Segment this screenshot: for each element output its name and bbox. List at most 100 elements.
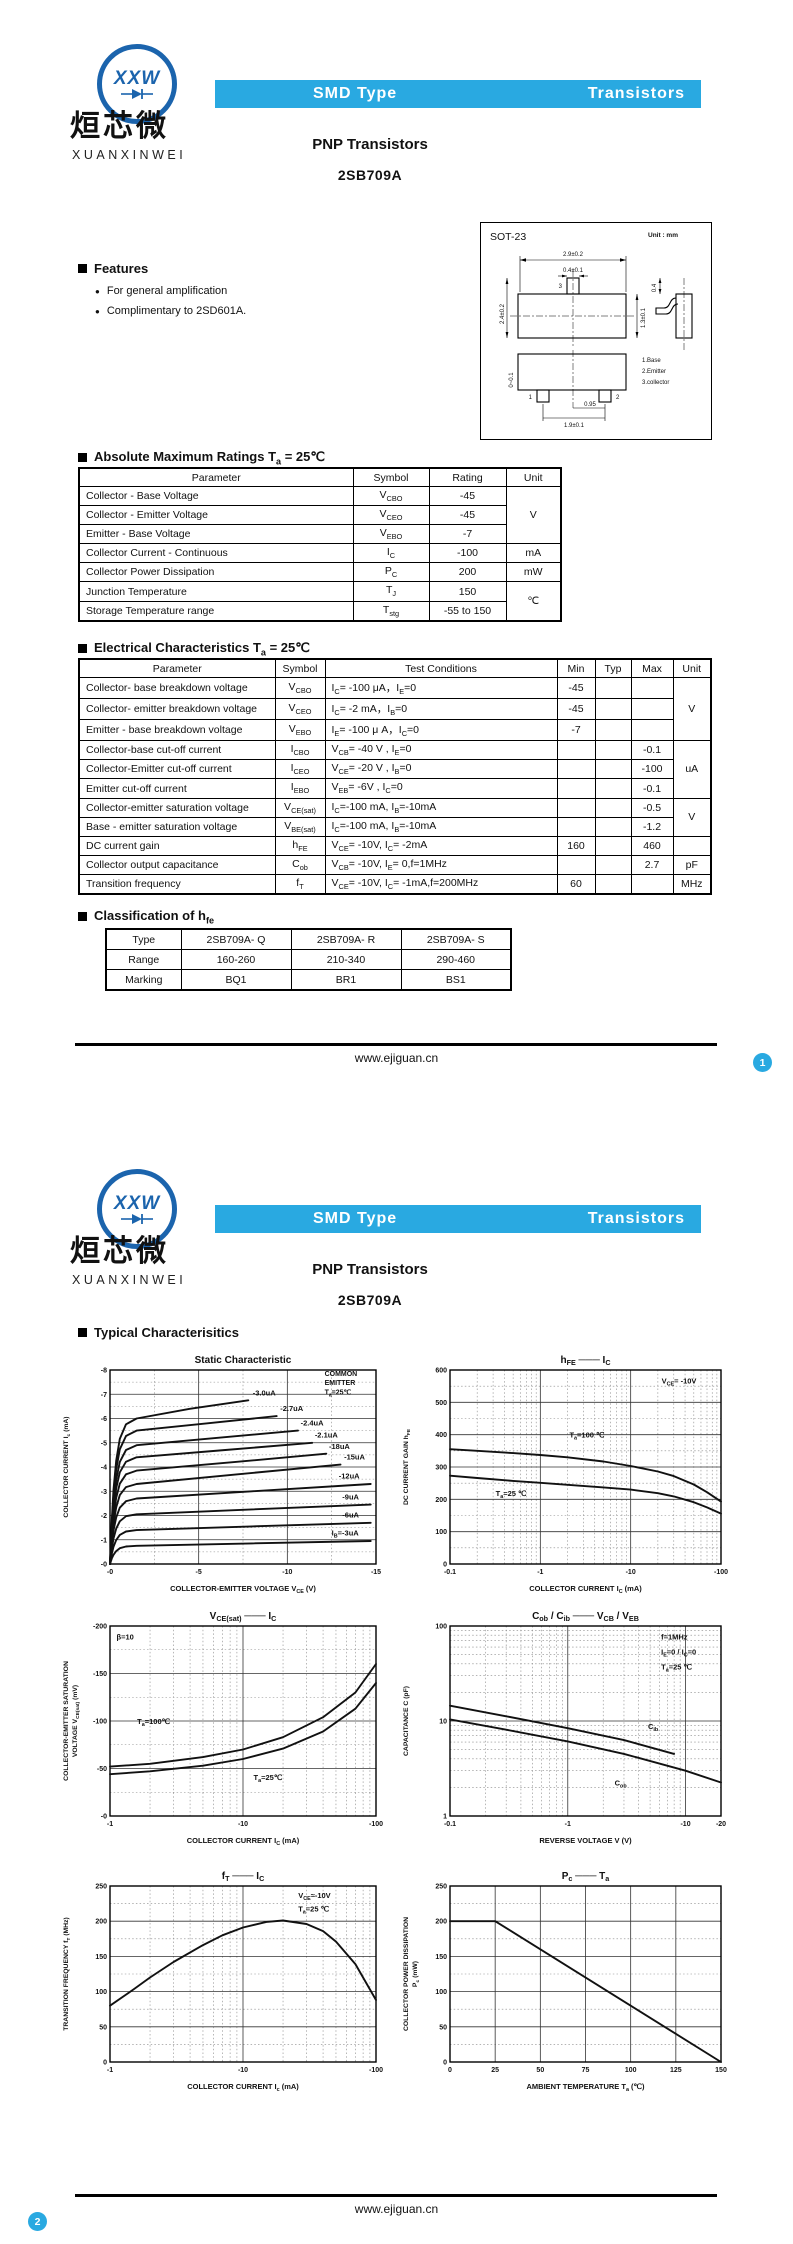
- table-cell: Symbol: [352, 467, 430, 487]
- table-cell: VCE= -10V, IC= -2mA: [324, 835, 558, 856]
- table-cell: Collector-base cut-off current: [78, 740, 276, 761]
- table-cell: VBE(sat): [274, 816, 326, 837]
- svg-text:COMMON: COMMON: [325, 1371, 358, 1378]
- dim-top-width: 2.9±0.2: [563, 252, 584, 258]
- table-cell: DC current gain: [78, 835, 276, 856]
- table-row: Collector-Emitter cut-off current ICEO VCE…: [78, 759, 711, 780]
- table-cell: -7: [556, 719, 596, 742]
- table-cell: Max: [630, 658, 674, 678]
- svg-text:Pc (mW): Pc (mW): [412, 1961, 421, 1987]
- svg-text:-0: -0: [101, 1562, 107, 1569]
- brand-name-english: XUANXINWEI: [72, 148, 187, 162]
- svg-text:-5: -5: [101, 1440, 107, 1447]
- table-cell: IC: [352, 543, 430, 564]
- table-cell: 290-460: [400, 949, 512, 970]
- table-cell: 2SB709A- Q: [180, 928, 292, 950]
- data-table: Type 2SB709A- Q 2SB709A- R 2SB709A- S Range 1…: [105, 928, 512, 991]
- table-cell: ℃: [505, 581, 562, 622]
- table-cell: [556, 854, 596, 875]
- table-cell: [594, 873, 632, 895]
- table-row: Collector- emitter breakdown voltage VCEO…: [78, 698, 711, 721]
- table-cell: Emitter cut-off current: [78, 778, 276, 799]
- table-cell: [594, 759, 632, 780]
- svg-text:-15uA: -15uA: [344, 1453, 365, 1462]
- banner-smd-type-label: SMD Type: [313, 85, 398, 102]
- table-cell: Emitter - base breakdown voltage: [78, 719, 276, 742]
- table-cell: Unit: [505, 467, 562, 487]
- table-cell: [630, 873, 674, 895]
- svg-text:500: 500: [435, 1400, 447, 1407]
- table-cell: [556, 797, 596, 818]
- table-cell: Parameter: [78, 658, 276, 678]
- table-row: Emitter - Base Voltage VEBO -7: [78, 524, 561, 545]
- table-cell: Emitter - Base Voltage: [78, 524, 354, 545]
- table-cell: Parameter: [78, 467, 354, 487]
- classification-table: Type 2SB709A- Q 2SB709A- R 2SB709A- S Range 1…: [105, 928, 512, 991]
- svg-text:-1: -1: [107, 2067, 113, 2074]
- svg-text:Cob: Cob: [615, 1778, 628, 1789]
- table-cell: Tstg: [352, 600, 430, 622]
- table-cell: [594, 835, 632, 856]
- svg-text:-5: -5: [196, 1569, 202, 1576]
- company-logo-icon: XXW: [97, 44, 177, 124]
- svg-text:-0: -0: [101, 1814, 107, 1821]
- table-cell: VCB= -40 V , IE=0: [324, 740, 558, 761]
- table-cell: VEBO: [352, 524, 430, 545]
- svg-text:100: 100: [435, 1624, 447, 1631]
- chart-ft-vs-ic: -1 -10 -100 0 50 100 150 200 250 COLLECTOR CURREN…: [63, 1871, 383, 2093]
- svg-text:DC CURRENT GAIN hFE: DC CURRENT GAIN hFE: [403, 1428, 412, 1505]
- table-cell: Collector-Emitter cut-off current: [78, 759, 276, 780]
- svg-text:-2: -2: [101, 1513, 107, 1520]
- table-cell: Marking: [105, 969, 182, 991]
- logo-text: XXW: [113, 67, 161, 89]
- svg-text:25: 25: [491, 2067, 499, 2074]
- table-cell: mW: [505, 562, 562, 583]
- table-cell: -45: [428, 485, 507, 507]
- svg-text:fT ─── IC: fT ─── IC: [222, 1871, 265, 1883]
- data-table: Parameter Symbol Test Conditions Min Typ Max U…: [78, 658, 712, 896]
- table-cell: Symbol: [274, 658, 326, 678]
- package-name: SOT-23: [490, 231, 526, 243]
- svg-text:COLLECTOR CURRENT IC (mA): COLLECTOR CURRENT IC (mA): [529, 1584, 642, 1595]
- table-cell: Collector- emitter breakdown voltage: [78, 698, 276, 721]
- dim-right-height: 1.3±0.1: [641, 307, 647, 328]
- table-cell: V: [672, 797, 712, 837]
- pin-legend-collector: 3.collector: [642, 380, 669, 386]
- svg-text:50: 50: [536, 2067, 544, 2074]
- svg-text:-1: -1: [537, 1569, 543, 1576]
- svg-text:150: 150: [95, 1954, 107, 1961]
- svg-text:250: 250: [95, 1884, 107, 1891]
- svg-text:-200: -200: [93, 1624, 107, 1631]
- package-outline-drawing: SOT-23 Unit : mm 2.9±0.2 0.4±0.1 3 2.4±0…: [480, 222, 712, 440]
- svg-text:-8: -8: [101, 1368, 107, 1375]
- table-row: Collector Current - Continuous IC -100 mA: [78, 543, 562, 564]
- table-cell: 2.7: [630, 854, 674, 875]
- table-cell: Range: [105, 949, 182, 970]
- part-number: 2SB709A: [337, 167, 403, 183]
- features-heading: Features: [78, 261, 148, 276]
- svg-text:400: 400: [435, 1432, 447, 1439]
- table-cell: fT: [274, 873, 326, 895]
- svg-text:Ta=25℃: Ta=25℃: [254, 1773, 283, 1784]
- svg-text:IB=-3uA: IB=-3uA: [332, 1528, 360, 1539]
- table-row: Storage Temperature range Tstg -55 to 150: [78, 600, 561, 622]
- svg-text:-100: -100: [369, 1821, 383, 1828]
- svg-text:-18uA: -18uA: [329, 1442, 350, 1451]
- table-cell: [630, 719, 674, 742]
- svg-text:VCE≈-10V: VCE≈-10V: [298, 1891, 330, 1902]
- svg-text:-150: -150: [93, 1671, 107, 1678]
- svg-text:-3: -3: [101, 1489, 107, 1496]
- section-bullet-icon: [78, 644, 87, 654]
- svg-text:Cib: Cib: [648, 1722, 659, 1733]
- table-cell: Unit: [672, 658, 712, 678]
- table-cell: MHz: [672, 873, 712, 895]
- svg-text:-1: -1: [101, 1537, 107, 1544]
- table-row: Marking BQ1 BR1 BS1: [105, 969, 512, 991]
- abs-max-table: Parameter Symbol Rating Unit Collector - Bas…: [78, 467, 562, 622]
- table-cell: 200: [428, 562, 507, 583]
- table-cell: 160-260: [180, 949, 292, 970]
- svg-text:hFE ─── IC: hFE ─── IC: [560, 1355, 610, 1367]
- table-row: Junction Temperature TJ 150 ℃: [78, 581, 562, 622]
- header-banner: SMD Type Transistors: [215, 80, 701, 108]
- table-cell: Collector output capacitance: [78, 854, 276, 875]
